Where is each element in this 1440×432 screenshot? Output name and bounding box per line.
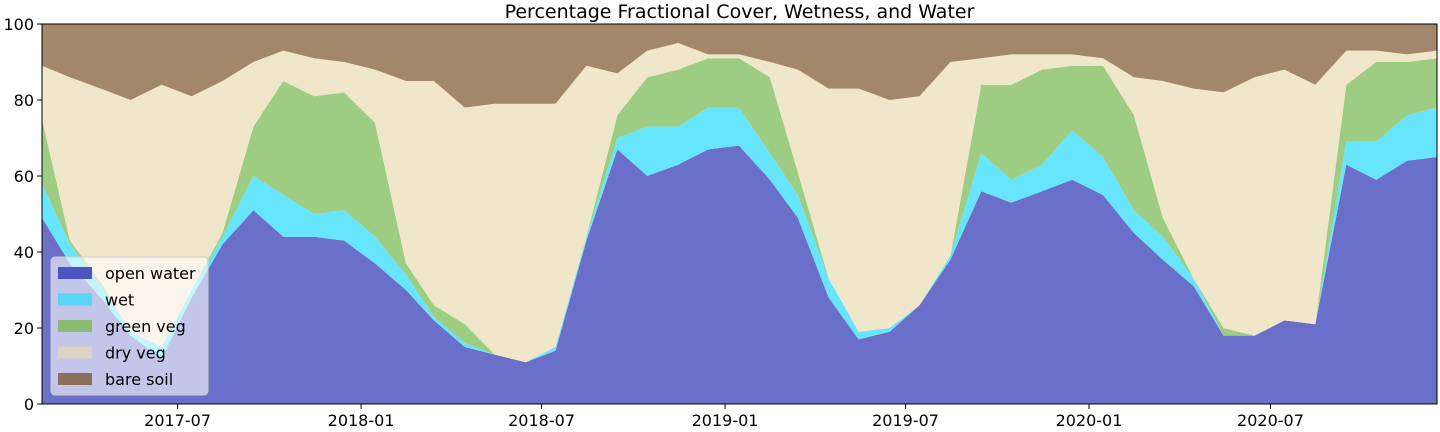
x-tick-label: 2019-07 bbox=[872, 411, 939, 430]
x-tick-label: 2018-01 bbox=[328, 411, 395, 430]
y-tick-label: 40 bbox=[14, 243, 34, 262]
legend: open water wet green veg dry veg bare soil bbox=[50, 256, 209, 396]
x-tick-label: 2018-07 bbox=[508, 411, 575, 430]
y-tick-label: 0 bbox=[24, 395, 34, 414]
y-tick-label: 80 bbox=[14, 91, 34, 110]
legend-label-wet: wet bbox=[105, 291, 134, 310]
x-tick-label: 2020-01 bbox=[1056, 411, 1123, 430]
legend-label-bare-soil: bare soil bbox=[105, 370, 173, 389]
area-dry-veg bbox=[42, 43, 1437, 363]
chart-title: Percentage Fractional Cover, Wetness, an… bbox=[505, 1, 975, 23]
area-green-veg bbox=[42, 58, 1437, 363]
legend-label-open-water: open water bbox=[105, 264, 196, 283]
x-tick-label: 2019-01 bbox=[692, 411, 759, 430]
legend-swatch-green-veg bbox=[58, 320, 92, 332]
plot-frame bbox=[41, 23, 1438, 405]
legend-swatch-dry-veg bbox=[58, 346, 92, 359]
x-tick-label: 2017-07 bbox=[144, 411, 211, 430]
x-tick-label: 2020-07 bbox=[1237, 411, 1304, 430]
y-tick-label: 100 bbox=[3, 15, 34, 34]
area-open-water bbox=[42, 145, 1437, 404]
legend-label-dry-veg: dry veg bbox=[105, 344, 166, 363]
area-bare-soil bbox=[42, 24, 1437, 108]
legend-swatch-open-water bbox=[58, 267, 92, 279]
y-tick-label: 20 bbox=[14, 319, 34, 338]
legend-box bbox=[50, 256, 209, 396]
stacked-areas bbox=[42, 24, 1437, 404]
area-wet bbox=[42, 107, 1437, 363]
legend-swatch-wet bbox=[58, 293, 92, 306]
y-axis: 0 20 40 60 80 100 bbox=[3, 15, 42, 414]
legend-label-green-veg: green veg bbox=[105, 317, 186, 336]
y-tick-label: 60 bbox=[14, 167, 34, 186]
x-axis: 2017-07 2018-01 2018-07 2019-01 2019-07 2020-… bbox=[144, 404, 1304, 430]
legend-swatch-bare-soil bbox=[58, 373, 92, 385]
